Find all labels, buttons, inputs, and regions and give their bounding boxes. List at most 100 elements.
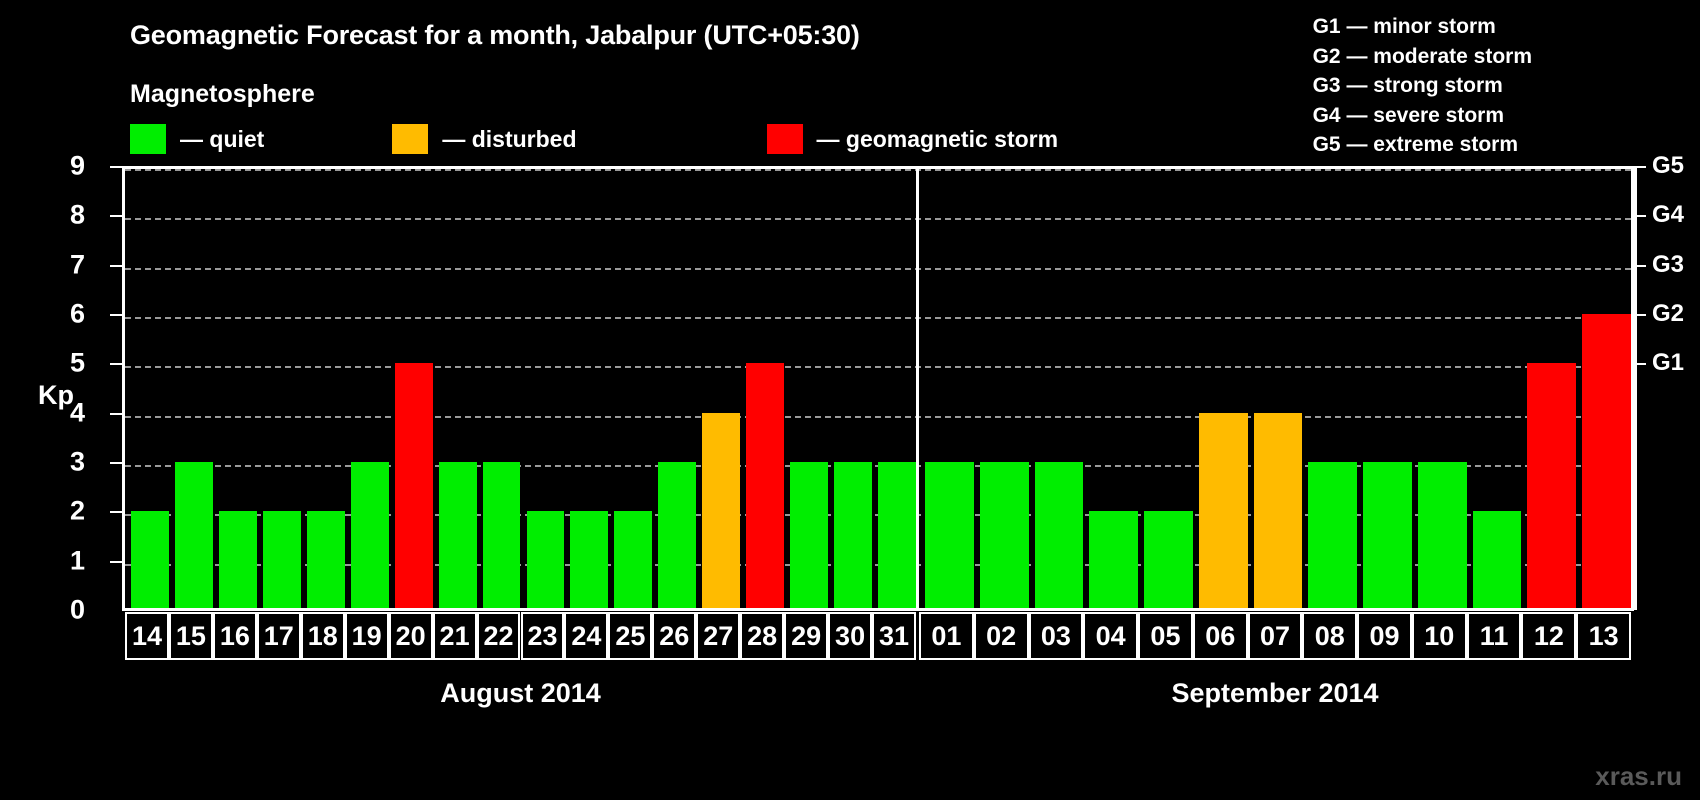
day-label-13[interactable]: 13	[1576, 612, 1631, 660]
bar-day-14[interactable]	[131, 511, 169, 610]
bar-day-11[interactable]	[1472, 511, 1522, 610]
bar-day-07[interactable]	[1253, 412, 1303, 610]
day-label-09[interactable]: 09	[1357, 612, 1412, 660]
bar-day-05[interactable]	[1144, 511, 1193, 610]
day-label-06[interactable]: 06	[1192, 612, 1248, 660]
bar-day-06[interactable]	[1198, 412, 1248, 610]
g-axis-label-G5: G5	[1652, 152, 1685, 179]
day-label-27[interactable]: 27	[696, 612, 741, 660]
bar-day-28[interactable]	[746, 363, 785, 610]
g-axis-label-G3: G3	[1652, 250, 1685, 278]
bar-day-09[interactable]	[1363, 462, 1412, 610]
plot-inner	[125, 169, 1631, 610]
watermark: xras.ru	[1595, 761, 1682, 791]
day-label-22[interactable]: 22	[476, 612, 521, 660]
day-label-23[interactable]: 23	[520, 612, 565, 660]
bar-day-27[interactable]	[702, 412, 741, 610]
gridline-kp-6	[125, 317, 1631, 319]
day-label-02[interactable]: 02	[973, 612, 1029, 660]
y-axis-tick-label-7: 7	[69, 249, 85, 280]
page-title: Geomagnetic Forecast for a month, Jabalp…	[130, 20, 860, 50]
day-label-17[interactable]: 17	[256, 612, 301, 660]
y-axis-tick-label-0: 0	[69, 594, 85, 625]
y-axis-tick-label-5: 5	[69, 347, 85, 378]
gridline-kp-7	[125, 267, 1631, 270]
bar-day-18[interactable]	[306, 511, 345, 610]
bar-day-26[interactable]	[658, 462, 697, 610]
day-label-20[interactable]: 20	[388, 612, 433, 660]
bar-day-16[interactable]	[218, 511, 257, 610]
day-label-04[interactable]: 04	[1083, 612, 1139, 660]
bar-day-21[interactable]	[438, 462, 477, 610]
bar-day-25[interactable]	[614, 511, 653, 610]
day-label-19[interactable]: 19	[344, 612, 389, 660]
legend-entry-disturbed: — disturbed	[392, 124, 577, 154]
day-label-31[interactable]: 31	[872, 612, 916, 660]
month-caption-august: August 2014	[440, 678, 601, 708]
legend-swatch-storm	[766, 124, 803, 154]
day-label-03[interactable]: 03	[1028, 612, 1084, 660]
x-axis-baseline	[122, 608, 1634, 611]
g-scale-key: G1 — minor storm G2 — moderate storm G3 — …	[1313, 12, 1532, 160]
day-label-29[interactable]: 29	[784, 612, 829, 660]
magnetosphere-section-label: Magnetosphere	[130, 80, 315, 108]
magnetosphere-legend: — quiet — disturbed — geomagnetic storm	[130, 124, 1058, 154]
y-axis-tick-5	[110, 363, 122, 366]
bar-day-31[interactable]	[878, 462, 916, 610]
bar-day-19[interactable]	[350, 462, 389, 610]
day-label-12[interactable]: 12	[1521, 612, 1577, 660]
bar-day-12[interactable]	[1527, 363, 1577, 610]
day-label-11[interactable]: 11	[1466, 612, 1522, 660]
day-label-26[interactable]: 26	[652, 612, 697, 660]
bar-day-01[interactable]	[925, 462, 974, 610]
plot-area	[122, 166, 1634, 610]
bar-day-08[interactable]	[1308, 462, 1358, 610]
bar-day-10[interactable]	[1417, 462, 1467, 610]
day-label-08[interactable]: 08	[1302, 612, 1358, 660]
day-label-16[interactable]: 16	[212, 612, 257, 660]
day-label-30[interactable]: 30	[828, 612, 873, 660]
bar-day-29[interactable]	[790, 462, 829, 610]
gridline-kp-5	[125, 366, 1631, 369]
bar-day-02[interactable]	[979, 462, 1029, 610]
bar-day-30[interactable]	[834, 462, 873, 610]
day-label-01[interactable]: 01	[919, 612, 974, 660]
day-label-25[interactable]: 25	[608, 612, 653, 660]
g-axis-label-G4: G4	[1652, 201, 1685, 229]
day-label-10[interactable]: 10	[1411, 612, 1467, 660]
y-axis-tick-label-2: 2	[69, 495, 85, 526]
right-axis-line	[1634, 166, 1637, 610]
day-label-05[interactable]: 05	[1138, 612, 1193, 660]
legend-entry-quiet: — quiet	[130, 124, 264, 154]
day-label-18[interactable]: 18	[300, 612, 345, 660]
g-scale-key-line-1: G1 — minor storm	[1312, 15, 1496, 38]
day-label-21[interactable]: 21	[432, 612, 477, 660]
bar-day-03[interactable]	[1034, 462, 1084, 610]
day-label-15[interactable]: 15	[168, 612, 213, 660]
month-caption-september: September 2014	[1171, 678, 1379, 708]
bar-day-24[interactable]	[570, 511, 609, 610]
bar-day-22[interactable]	[482, 462, 521, 610]
bar-day-15[interactable]	[174, 462, 213, 610]
legend-label-storm: — geomagnetic storm	[816, 125, 1059, 152]
bar-day-17[interactable]	[262, 511, 301, 610]
day-label-28[interactable]: 28	[740, 612, 785, 660]
bar-day-20[interactable]	[394, 363, 433, 610]
g-scale-key-line-4: G4 — severe storm	[1312, 103, 1505, 127]
bar-day-23[interactable]	[526, 511, 565, 610]
gridline-kp-9	[125, 169, 1631, 171]
g-scale-key-line-2: G2 — moderate storm	[1312, 44, 1532, 68]
bar-day-04[interactable]	[1089, 511, 1139, 610]
day-label-14[interactable]: 14	[125, 612, 169, 660]
gridline-kp-1	[125, 563, 1631, 566]
legend-label-quiet: — quiet	[180, 125, 265, 152]
bar-day-13[interactable]	[1582, 314, 1631, 610]
y-axis-tick-label-1: 1	[69, 545, 85, 576]
day-label-07[interactable]: 07	[1247, 612, 1303, 660]
y-axis-tick-6	[110, 314, 122, 316]
y-axis-tick-label-8: 8	[69, 199, 85, 230]
y-axis-tick-7	[110, 264, 122, 267]
day-label-24[interactable]: 24	[564, 612, 609, 660]
g-axis-tick-G2	[1634, 314, 1646, 316]
g-axis-tick-G1	[1634, 363, 1646, 366]
